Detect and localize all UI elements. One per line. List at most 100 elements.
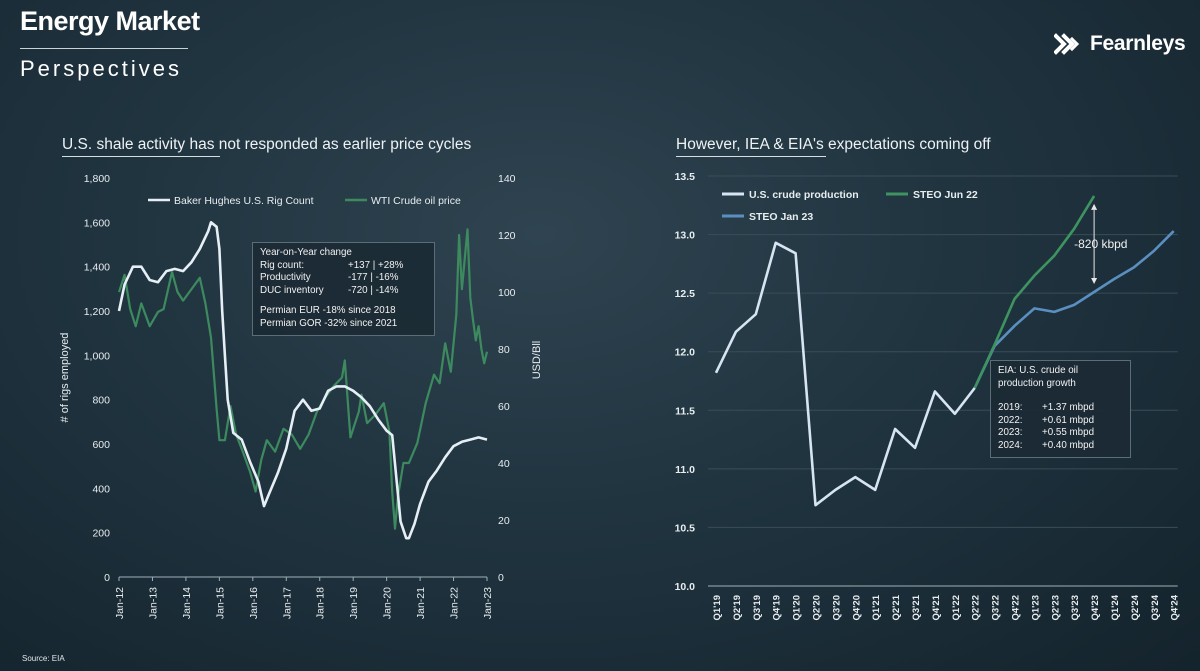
eia-growth-heading: EIA: U.S. crude oil production growth: [998, 365, 1079, 389]
eia-growth-year: 2024:: [998, 439, 1023, 451]
eia-growth-box: EIA: U.S. crude oil production growth 20…: [990, 360, 1131, 458]
y2-tick-label: 60: [498, 401, 510, 413]
steo-jan23-line: [973, 230, 1175, 389]
legend-label-steo-jun22: STEO Jun 22: [913, 189, 978, 201]
x-tick-label: Jan-16: [248, 587, 260, 619]
y-tick-label: 800: [92, 395, 110, 407]
y2-tick-label: 80: [498, 344, 510, 356]
x-tick-label: Jan-12: [114, 587, 126, 619]
eia-growth-row: 2019: +1.37 mbpd: [998, 402, 1124, 415]
x-tick-label: Q3'24: [1150, 594, 1161, 620]
x-tick-label: Q1'24: [1110, 594, 1121, 620]
yoy-row-label: DUC inventory: [260, 284, 324, 296]
y2-tick-label: 120: [498, 230, 516, 242]
x-tick-label: Q1'21: [871, 594, 882, 620]
eia-growth-value: +0.55 mbpd: [1042, 427, 1095, 438]
logo-text: Fearnleys: [1090, 32, 1186, 55]
y-tick-label: 11.0: [675, 464, 695, 476]
y-tick-label: 1,200: [84, 306, 110, 318]
yoy-row-value: -177 | -16%: [348, 272, 399, 283]
x-tick-label: Q2'20: [812, 595, 823, 621]
y-tick-label: 12.0: [675, 347, 696, 359]
y2-axis-title: USD/Bll: [531, 341, 543, 380]
yoy-row-productivity: Productivity -177 | -16%: [260, 272, 427, 285]
legend-label-wti: WTI Crude oil price: [371, 195, 461, 207]
y2-tick-label: 140: [498, 173, 516, 185]
y-tick-label: 1,000: [84, 350, 110, 362]
y2-tick-label: 40: [498, 458, 510, 470]
y2-tick-label: 20: [498, 515, 510, 527]
x-tick-label: Jan-13: [147, 587, 159, 619]
x-tick-label: Q3'23: [1070, 595, 1081, 621]
eia-growth-year: 2022:: [998, 414, 1023, 426]
yoy-row-label: Rig count:: [260, 259, 305, 271]
gap-annotation-label: -820 kbpd: [1074, 237, 1127, 251]
left-panel-title: U.S. shale activity has not responded as…: [62, 136, 472, 153]
eia-growth-year: 2023:: [998, 427, 1023, 438]
yoy-change-heading: Year-on-Year change: [260, 247, 352, 258]
permian-gor-note: Permian GOR -32% since 2021: [260, 317, 398, 329]
x-tick-label: Q4'24: [1170, 594, 1181, 620]
x-tick-label: Q2'22: [971, 595, 982, 621]
wti-price-line: [117, 228, 489, 530]
x-tick-label: Q4'19: [772, 595, 783, 621]
eia-growth-value: +0.61 mbpd: [1042, 414, 1095, 426]
x-tick-label: Q3'21: [911, 594, 922, 620]
x-tick-label: Q4'20: [851, 595, 862, 621]
right-panel-title-rule: [676, 156, 826, 157]
rig-count-vs-wti-chart: 0 200 400 600 800 1,000 1,200 1,400 1,600 1,800 0 2…: [59, 173, 543, 619]
x-tick-label: Jan-15: [214, 587, 226, 619]
legend-label-rig-count: Baker Hughes U.S. Rig Count: [174, 195, 314, 207]
title-divider: [20, 48, 188, 49]
x-tick-label: Jan-19: [348, 587, 360, 619]
gap-arrow-up-head: [1091, 203, 1098, 210]
right-panel-title: However, IEA & EIA's expectations coming…: [676, 136, 991, 153]
yoy-row-value: +137 | +28%: [348, 259, 404, 271]
spacer: [998, 390, 1124, 402]
company-logo: Fearnleys: [1054, 32, 1186, 56]
x-tick-label: Q1'20: [792, 595, 803, 621]
eia-growth-value: +0.40 mbpd: [1042, 439, 1095, 451]
y-tick-label: 1,600: [84, 217, 110, 229]
x-tick-label: Q2'23: [1050, 595, 1061, 621]
fearnleys-logo-icon: [1054, 33, 1080, 55]
steo-jun22-line: [973, 195, 1096, 389]
yoy-row-rig-count: Rig count: +137 | +28%: [260, 260, 427, 273]
eia-growth-year: 2019:: [998, 402, 1023, 413]
y-tick-label: 11.5: [675, 405, 695, 417]
y-tick-label: 12.5: [675, 288, 696, 300]
x-tick-label: Q4'21: [931, 594, 942, 620]
yoy-change-box: Year-on-Year change Rig count: +137 | +2…: [252, 242, 435, 336]
legend-label-steo-jan23: STEO Jan 23: [749, 211, 813, 223]
x-tick-label: Jan-21: [415, 587, 427, 619]
y-tick-label: 0: [104, 572, 110, 584]
y-tick-label: 1,400: [84, 262, 110, 274]
source-note: Source: EIA: [22, 654, 65, 663]
x-tick-label: Q3'19: [752, 595, 763, 621]
spacer: [260, 297, 427, 305]
y-tick-label: 1,800: [84, 173, 110, 185]
eia-growth-row: 2023: +0.55 mbpd: [998, 427, 1124, 440]
yoy-row-label: Productivity: [260, 272, 311, 283]
y-tick-label: 600: [92, 439, 110, 451]
eia-growth-value: +1.37 mbpd: [1042, 402, 1095, 413]
x-tick-label: Q1'19: [712, 595, 723, 621]
eia-growth-row: 2022: +0.61 mbpd: [998, 415, 1124, 428]
x-tick-label: Jan-20: [382, 587, 394, 619]
rig-count-line: [117, 221, 488, 540]
legend-label-us-production: U.S. crude production: [749, 189, 859, 201]
us-crude-production-chart: 10.0 10.5 11.0 11.5 12.0 12.5 13.0 13.5 Q1'19 Q2'…: [675, 171, 1181, 621]
x-tick-label: Jan-18: [315, 587, 327, 619]
page-title: Energy Market: [20, 6, 200, 36]
y-tick-label: 13.5: [675, 171, 696, 183]
x-tick-label: Q2'19: [732, 595, 743, 621]
x-tick-label: Q3'22: [991, 595, 1002, 621]
eia-growth-row: 2024: +0.40 mbpd: [998, 440, 1124, 453]
x-tick-label: Q4'22: [1011, 595, 1022, 621]
x-tick-label: Q2'24: [1130, 594, 1141, 620]
y-tick-label: 10.0: [675, 581, 696, 593]
x-tick-label: Q1'22: [951, 595, 962, 621]
gap-arrow-down-head: [1091, 277, 1098, 284]
y2-tick-label: 100: [498, 287, 516, 299]
x-tick-label: Jan-22: [449, 587, 461, 619]
